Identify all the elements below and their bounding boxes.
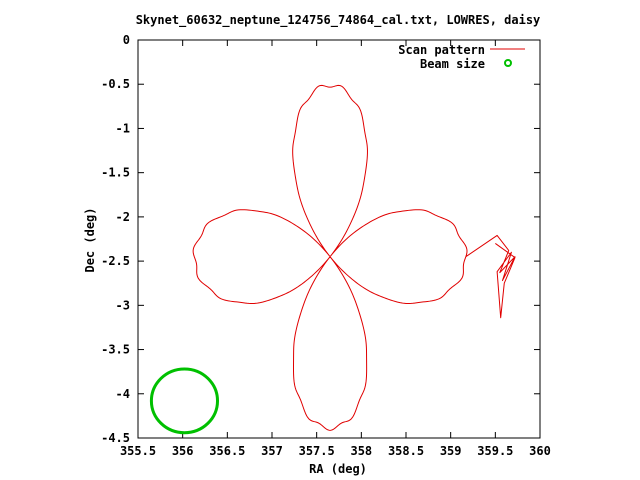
legend: Scan pattern Beam size bbox=[398, 43, 525, 71]
legend-label-beam-size: Beam size bbox=[420, 57, 485, 71]
legend-label-scan-pattern: Scan pattern bbox=[398, 43, 485, 57]
x-tick-label: 359.5 bbox=[477, 444, 513, 458]
y-tick-label: -2.5 bbox=[101, 254, 130, 268]
x-tick-label: 356 bbox=[172, 444, 194, 458]
y-tick-label: -3.5 bbox=[101, 343, 130, 357]
x-tick-label: 357 bbox=[261, 444, 283, 458]
x-tick-label: 357.5 bbox=[299, 444, 335, 458]
x-tick-label: 358 bbox=[350, 444, 372, 458]
x-tick-label: 356.5 bbox=[209, 444, 245, 458]
y-tick-label: -2 bbox=[116, 210, 130, 224]
series-layer bbox=[149, 84, 516, 435]
y-tick-label: -4 bbox=[116, 387, 130, 401]
y-tick-label: -0.5 bbox=[101, 77, 130, 91]
x-tick-label: 358.5 bbox=[388, 444, 424, 458]
legend-swatch-beam-size bbox=[504, 59, 512, 67]
series-beam-size bbox=[149, 367, 220, 435]
y-tick-label: -3 bbox=[116, 298, 130, 312]
y-axis-label: Dec (deg) bbox=[83, 207, 97, 272]
x-axis-label: RA (deg) bbox=[309, 462, 367, 476]
y-tick-label: 0 bbox=[123, 33, 130, 47]
x-tick-label: 359 bbox=[440, 444, 462, 458]
plot-frame bbox=[137, 39, 541, 439]
y-axis: 0 -0.5 -1 -1.5 -2 -2.5 -3 -3.5 -4 -4.5 bbox=[101, 33, 540, 445]
chart-title: Skynet_60632_neptune_124756_74864_cal.tx… bbox=[136, 13, 541, 28]
x-tick-label: 355.5 bbox=[120, 444, 156, 458]
y-tick-label: -1 bbox=[116, 121, 130, 135]
x-axis: 355.5 356 356.5 357 357.5 358 358.5 359 359.5 360 bbox=[120, 40, 551, 458]
series-scan-pattern bbox=[192, 84, 516, 431]
x-tick-label: 360 bbox=[529, 444, 551, 458]
y-tick-label: -1.5 bbox=[101, 166, 130, 180]
y-tick-label: -4.5 bbox=[101, 431, 130, 445]
